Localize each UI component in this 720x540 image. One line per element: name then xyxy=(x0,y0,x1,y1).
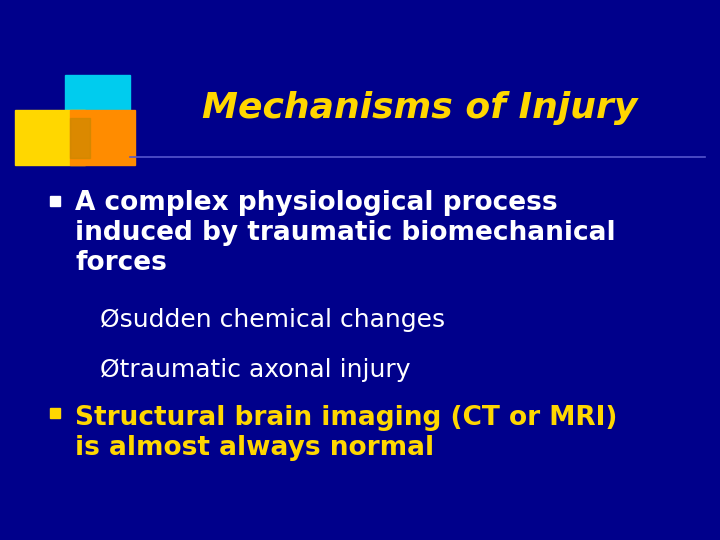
Text: is almost always normal: is almost always normal xyxy=(75,435,434,461)
Bar xyxy=(65,75,130,140)
Text: Mechanisms of Injury: Mechanisms of Injury xyxy=(202,91,638,125)
Bar xyxy=(70,118,90,158)
Bar xyxy=(70,110,135,165)
Text: induced by traumatic biomechanical: induced by traumatic biomechanical xyxy=(75,220,616,246)
Text: forces: forces xyxy=(75,250,167,276)
Text: Øsudden chemical changes: Øsudden chemical changes xyxy=(100,308,445,332)
Text: Structural brain imaging (CT or MRI): Structural brain imaging (CT or MRI) xyxy=(75,405,617,431)
Bar xyxy=(50,196,60,206)
Bar xyxy=(15,110,85,165)
Text: A complex physiological process: A complex physiological process xyxy=(75,190,557,216)
Text: Øtraumatic axonal injury: Øtraumatic axonal injury xyxy=(100,358,410,382)
Bar xyxy=(50,408,60,418)
